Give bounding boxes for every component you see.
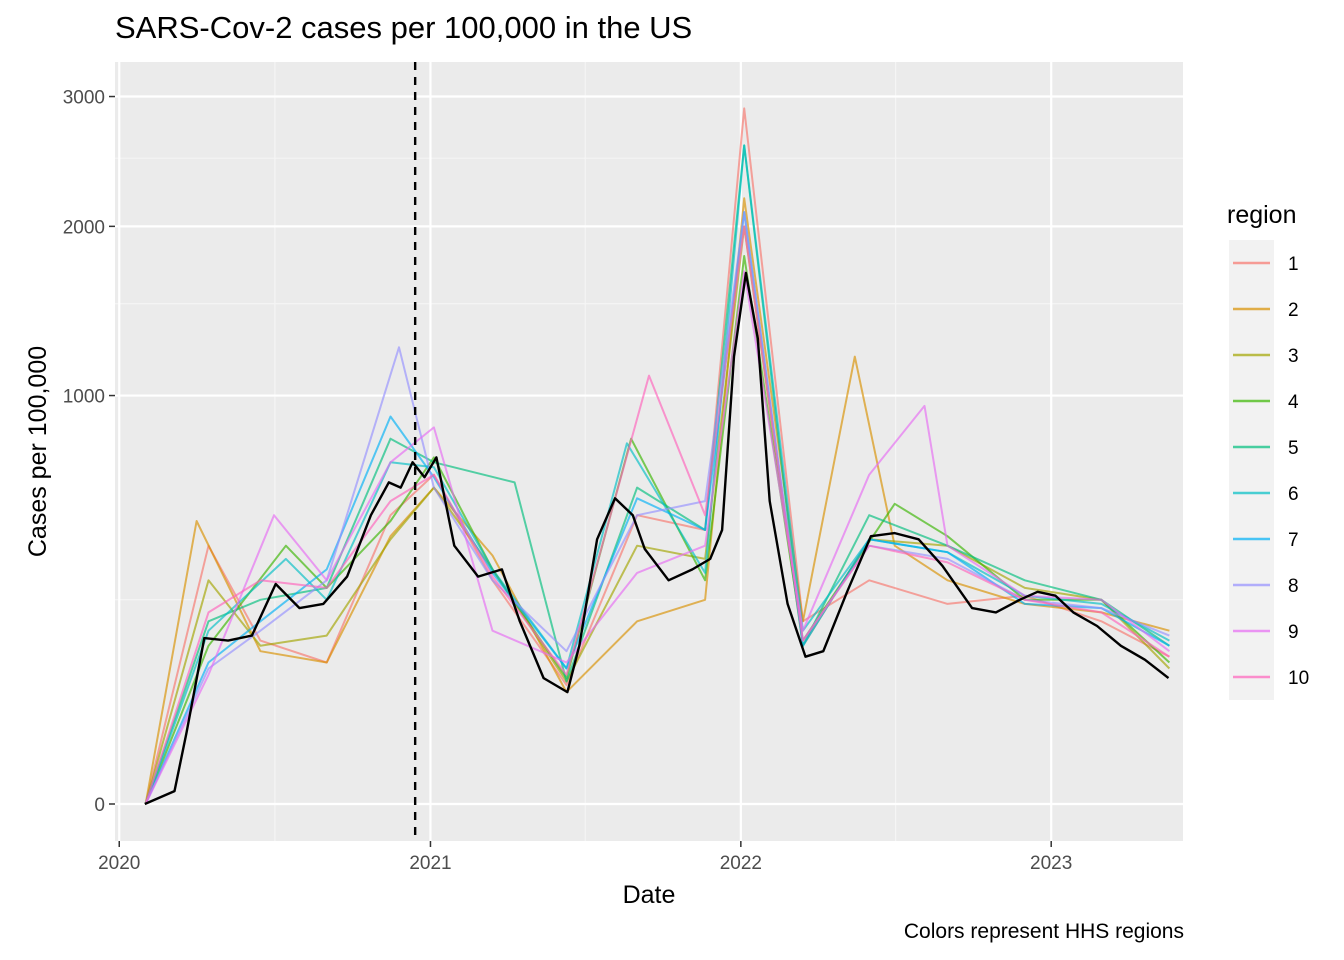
x-axis-label: Date <box>623 881 676 909</box>
series-line-region-3 <box>144 225 1171 805</box>
legend-label-region-9: 9 <box>1288 622 1299 643</box>
legend-key-background <box>1229 240 1274 700</box>
y-tick-label: 2000 <box>63 217 105 238</box>
series-line-region-8 <box>144 211 1170 805</box>
chart-caption: Colors represent HHS regions <box>903 920 1184 943</box>
x-tick-label: 2021 <box>409 853 451 874</box>
series-line-region-2 <box>144 197 1170 805</box>
legend-label-region-2: 2 <box>1288 300 1299 321</box>
x-tick-label: 2023 <box>1030 853 1072 874</box>
plot-panel <box>115 62 1183 841</box>
legend-label-region-5: 5 <box>1288 438 1299 459</box>
x-tick-label: 2022 <box>720 853 762 874</box>
series-line-region-5 <box>144 144 1170 805</box>
y-tick-label: 3000 <box>63 88 105 109</box>
y-axis-label: Cases per 100,000 <box>24 346 52 557</box>
chart-title: SARS-Cov-2 cases per 100,000 in the US <box>115 10 693 45</box>
legend-label-region-7: 7 <box>1288 530 1299 551</box>
series-line-national-mean <box>144 271 1170 806</box>
legend-title: region <box>1227 201 1297 229</box>
series-line-region-7 <box>144 211 1170 805</box>
y-tick-label: 1000 <box>63 387 105 408</box>
x-tick-label: 2020 <box>98 853 140 874</box>
legend-label-region-4: 4 <box>1288 392 1299 413</box>
legend-label-region-10: 10 <box>1288 668 1309 689</box>
legend-label-region-8: 8 <box>1288 576 1299 597</box>
legend-label-region-1: 1 <box>1288 254 1299 275</box>
series-line-region-10 <box>144 225 1170 805</box>
y-tick-label: 0 <box>94 795 105 816</box>
series-line-region-9 <box>144 270 1171 805</box>
legend-label-region-3: 3 <box>1288 346 1299 367</box>
legend-label-region-6: 6 <box>1288 484 1299 505</box>
